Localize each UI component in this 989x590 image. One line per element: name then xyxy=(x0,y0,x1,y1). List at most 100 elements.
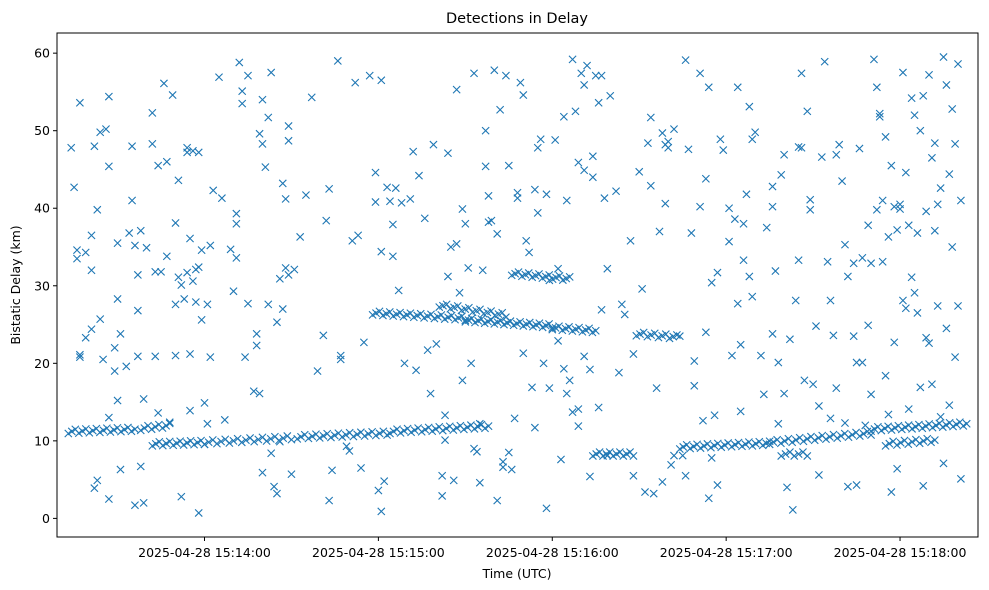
data-point-marker xyxy=(716,135,725,144)
data-point-marker xyxy=(904,221,913,230)
data-point-marker xyxy=(655,227,664,236)
data-point-marker xyxy=(849,332,858,341)
data-point-marker xyxy=(377,507,386,516)
data-point-marker xyxy=(832,150,841,159)
data-point-marker xyxy=(588,173,597,182)
data-point-marker xyxy=(942,80,951,89)
data-point-marker xyxy=(777,170,786,179)
data-point-marker xyxy=(359,338,368,347)
data-point-marker xyxy=(151,267,160,276)
data-point-marker xyxy=(93,476,102,485)
data-point-marker xyxy=(539,359,548,368)
data-point-marker xyxy=(843,482,852,491)
data-point-marker xyxy=(885,439,894,448)
x-tick-label: 2025-04-28 15:16:00 xyxy=(486,545,619,560)
data-point-marker xyxy=(258,139,267,148)
data-point-marker xyxy=(101,125,110,134)
data-point-marker xyxy=(658,129,667,138)
data-point-marker xyxy=(710,411,719,420)
data-point-marker xyxy=(791,296,800,305)
data-point-marker xyxy=(806,195,815,204)
data-point-marker xyxy=(603,451,612,460)
data-point-marker xyxy=(925,339,934,348)
data-point-marker xyxy=(104,495,113,503)
data-point-marker xyxy=(385,197,394,206)
data-point-marker xyxy=(261,163,270,172)
data-point-marker xyxy=(322,216,331,225)
data-point-marker xyxy=(901,304,910,313)
data-point-marker xyxy=(375,429,384,438)
data-point-marker xyxy=(545,319,554,328)
data-point-marker xyxy=(353,430,362,439)
data-point-marker xyxy=(530,423,539,432)
data-point-marker xyxy=(516,317,525,326)
data-point-marker xyxy=(272,318,281,327)
data-point-marker xyxy=(930,436,939,445)
data-point-marker xyxy=(484,422,493,431)
data-point-marker xyxy=(203,300,212,309)
data-point-marker xyxy=(151,422,160,431)
data-point-marker xyxy=(67,143,76,152)
data-point-marker xyxy=(333,56,342,65)
data-point-marker xyxy=(872,205,881,214)
data-point-marker xyxy=(290,265,299,274)
data-point-marker xyxy=(217,437,226,446)
data-point-marker xyxy=(838,177,847,186)
data-point-marker xyxy=(162,157,171,166)
data-point-marker xyxy=(243,71,252,80)
data-point-marker xyxy=(73,254,81,263)
data-point-marker xyxy=(519,91,528,100)
data-point-marker xyxy=(533,143,542,152)
x-axis: 2025-04-28 15:14:00 2025-04-28 15:15:00 20… xyxy=(138,537,966,560)
data-point-marker xyxy=(548,324,557,333)
data-point-marker xyxy=(174,273,183,282)
data-point-marker xyxy=(719,146,728,155)
data-point-marker xyxy=(139,498,148,507)
data-point-marker xyxy=(948,243,957,251)
data-point-marker xyxy=(919,481,928,490)
y-tick-label: 50 xyxy=(34,123,50,138)
data-point-marker xyxy=(707,453,716,462)
data-point-marker xyxy=(197,246,206,255)
data-point-marker xyxy=(649,489,658,498)
data-point-marker xyxy=(125,229,134,238)
data-point-marker xyxy=(336,355,345,364)
data-point-marker xyxy=(797,69,806,78)
data-point-marker xyxy=(803,107,812,116)
data-point-marker xyxy=(128,142,137,151)
data-point-marker xyxy=(441,436,450,445)
data-point-marker xyxy=(104,92,113,101)
data-point-marker xyxy=(165,418,174,427)
data-point-marker xyxy=(661,199,670,208)
data-point-marker xyxy=(881,441,890,450)
data-point-marker xyxy=(896,205,905,214)
y-tick-label: 10 xyxy=(34,433,50,448)
data-point-marker xyxy=(293,434,302,443)
data-point-marker xyxy=(241,436,250,445)
data-point-marker xyxy=(833,434,842,443)
data-point-marker xyxy=(939,53,948,62)
data-point-marker xyxy=(206,353,215,362)
data-point-marker xyxy=(597,71,606,80)
data-point-marker xyxy=(136,462,145,471)
data-point-marker xyxy=(441,411,450,420)
data-point-marker xyxy=(452,85,461,94)
data-point-marker xyxy=(670,125,678,134)
data-point-marker xyxy=(250,437,259,446)
data-point-marker xyxy=(264,300,273,309)
data-point-marker xyxy=(159,79,168,88)
data-point-marker xyxy=(542,190,551,199)
data-point-marker xyxy=(255,389,264,398)
data-point-marker xyxy=(188,277,197,286)
data-point-marker xyxy=(377,76,386,85)
data-point-marker xyxy=(907,273,916,282)
data-point-marker xyxy=(168,91,177,100)
data-point-marker xyxy=(658,477,667,486)
data-point-marker xyxy=(768,182,777,191)
data-point-marker xyxy=(855,432,864,441)
data-point-marker xyxy=(774,358,783,367)
data-point-marker xyxy=(113,239,122,248)
data-point-marker xyxy=(104,162,113,171)
data-point-marker xyxy=(583,61,592,70)
data-point-marker xyxy=(904,405,913,414)
